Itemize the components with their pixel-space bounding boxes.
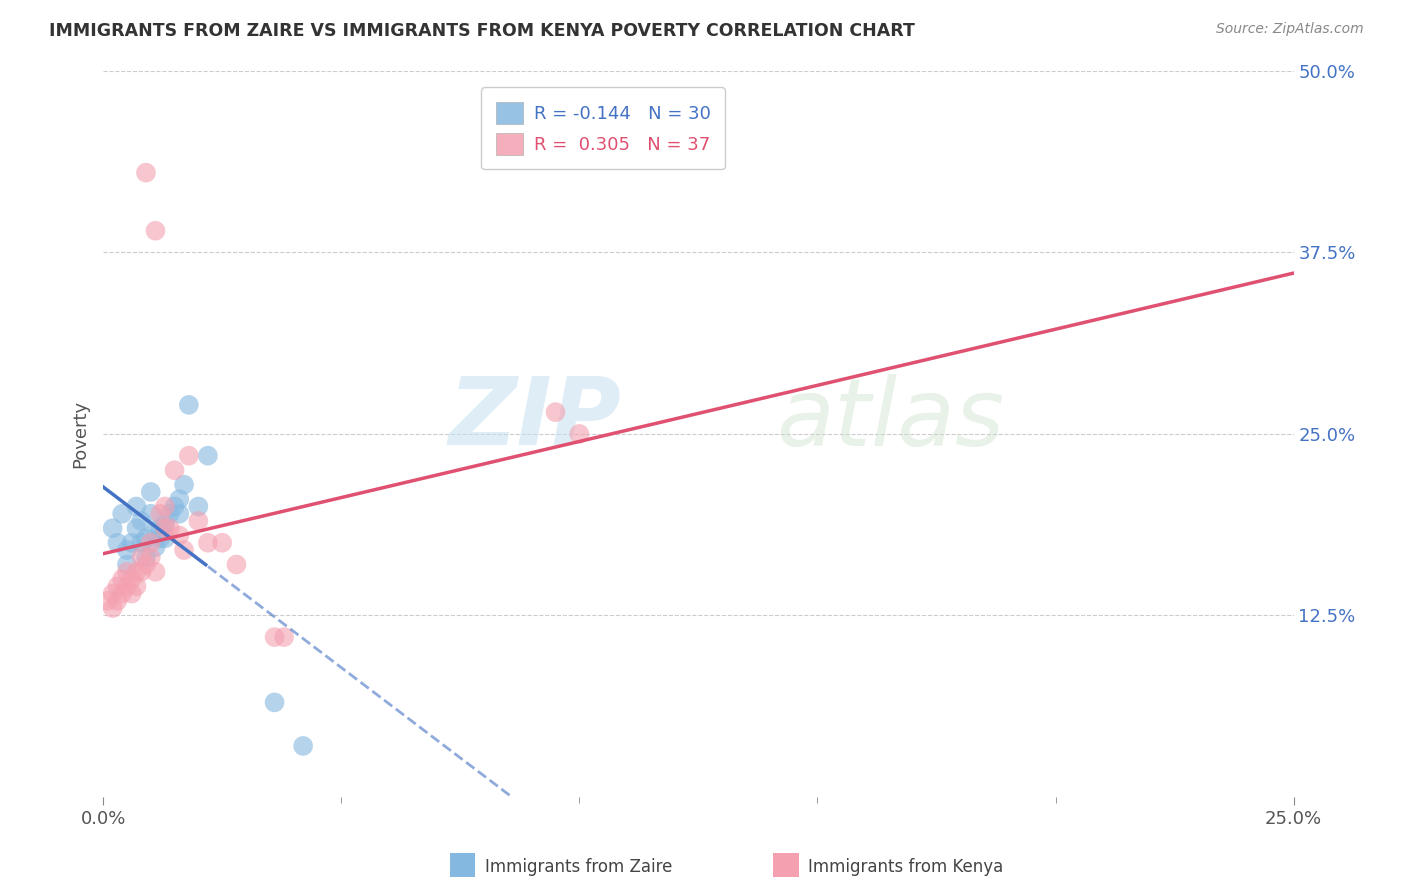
Point <box>145 540 167 554</box>
Point <box>97 594 120 608</box>
Point <box>129 514 152 528</box>
Point <box>135 558 157 572</box>
Point <box>121 586 143 600</box>
Point <box>149 507 172 521</box>
Point <box>211 535 233 549</box>
Point <box>159 507 181 521</box>
Point <box>153 500 176 514</box>
Point <box>125 579 148 593</box>
Point <box>129 535 152 549</box>
Point <box>115 558 138 572</box>
Point <box>544 405 567 419</box>
Point <box>107 594 129 608</box>
Legend: R = -0.144   N = 30, R =  0.305   N = 37: R = -0.144 N = 30, R = 0.305 N = 37 <box>481 87 725 169</box>
Point <box>139 550 162 565</box>
Point <box>101 586 124 600</box>
Point <box>145 565 167 579</box>
Point <box>177 398 200 412</box>
Point <box>197 535 219 549</box>
Text: Immigrants from Kenya: Immigrants from Kenya <box>808 858 1004 876</box>
Point <box>149 532 172 546</box>
Point <box>169 492 191 507</box>
Point <box>139 507 162 521</box>
Y-axis label: Poverty: Poverty <box>72 400 89 468</box>
Point <box>159 521 181 535</box>
Point <box>292 739 315 753</box>
Point <box>129 565 152 579</box>
Point <box>153 521 176 535</box>
Point <box>125 500 148 514</box>
Point <box>145 525 167 540</box>
Point <box>115 543 138 558</box>
Text: atlas: atlas <box>776 374 1004 465</box>
Point <box>121 535 143 549</box>
Point <box>149 521 172 535</box>
Point <box>125 565 148 579</box>
Text: IMMIGRANTS FROM ZAIRE VS IMMIGRANTS FROM KENYA POVERTY CORRELATION CHART: IMMIGRANTS FROM ZAIRE VS IMMIGRANTS FROM… <box>49 22 915 40</box>
Point <box>101 521 124 535</box>
Point <box>187 514 209 528</box>
Point <box>111 507 134 521</box>
Point <box>177 449 200 463</box>
Point <box>169 507 191 521</box>
Point <box>169 528 191 542</box>
Point <box>125 521 148 535</box>
Point <box>153 532 176 546</box>
Point <box>273 630 295 644</box>
Point <box>111 586 134 600</box>
Point <box>173 543 195 558</box>
Point <box>135 166 157 180</box>
Point <box>107 579 129 593</box>
Point <box>153 516 176 531</box>
Point <box>115 565 138 579</box>
Point <box>139 485 162 500</box>
Point <box>129 550 152 565</box>
Point <box>139 535 162 549</box>
Point <box>263 630 285 644</box>
Point <box>135 550 157 565</box>
Point <box>173 477 195 491</box>
Point <box>135 532 157 546</box>
Point <box>568 426 591 441</box>
Point <box>225 558 247 572</box>
Point <box>163 500 186 514</box>
Point <box>107 535 129 549</box>
Point <box>187 500 209 514</box>
Text: Source: ZipAtlas.com: Source: ZipAtlas.com <box>1216 22 1364 37</box>
Point <box>111 572 134 586</box>
Point <box>263 695 285 709</box>
Point <box>115 579 138 593</box>
Text: Immigrants from Zaire: Immigrants from Zaire <box>485 858 672 876</box>
Point <box>121 572 143 586</box>
Point <box>145 224 167 238</box>
Point <box>163 463 186 477</box>
Point <box>101 601 124 615</box>
Point <box>197 449 219 463</box>
Text: ZIP: ZIP <box>449 374 621 466</box>
